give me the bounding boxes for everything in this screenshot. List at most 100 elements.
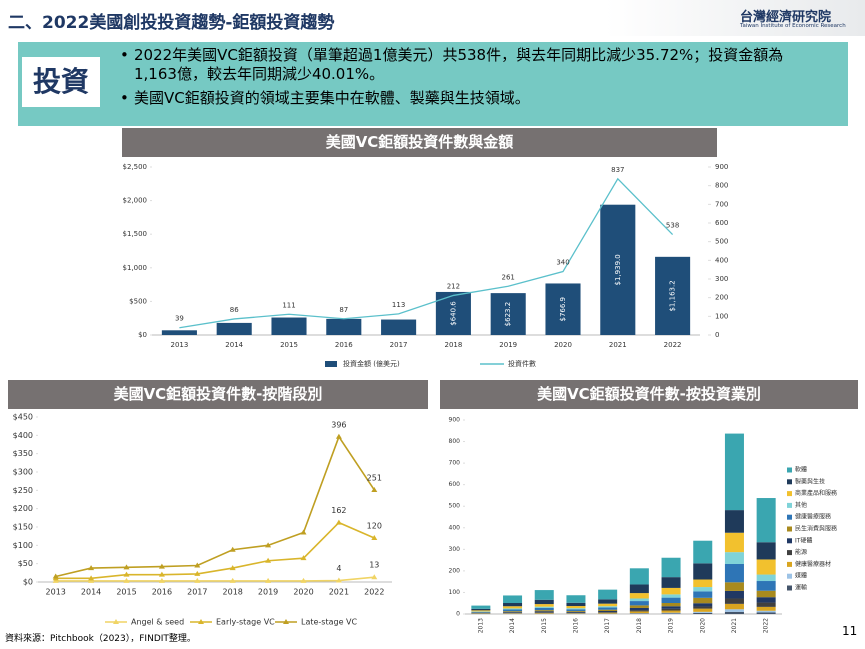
- bar-segment: [693, 587, 713, 592]
- x-tick-label: 2015: [280, 341, 298, 349]
- y-tick-label: $350: [13, 449, 33, 458]
- legend-label: 健康醫療器材: [795, 560, 831, 568]
- bar-segment: [629, 611, 649, 614]
- bar: [600, 204, 636, 335]
- bar-segment: [756, 542, 776, 560]
- bar-segment: [756, 606, 776, 611]
- bar-segment: [693, 597, 713, 604]
- legend-label: 投資金額 (億美元): [343, 359, 400, 368]
- bar-segment: [693, 591, 713, 598]
- bar-segment: [598, 612, 618, 614]
- bar-segment: [471, 608, 491, 611]
- x-tick-label: 2017: [390, 341, 408, 349]
- x-tick-label: 2013: [170, 341, 188, 349]
- y-tick-label: 100: [449, 589, 461, 596]
- bar-segment: [629, 610, 649, 612]
- bar-segment: [756, 612, 776, 614]
- y-tick-label: $150: [13, 523, 33, 532]
- bar-segment: [724, 590, 744, 599]
- bar-segment: [693, 579, 713, 588]
- bar-segment: [756, 581, 776, 591]
- bar-segment: [534, 611, 554, 613]
- legend-label: 軟體: [795, 466, 807, 474]
- series-line: [55, 521, 375, 580]
- y2-tick-label: 800: [715, 182, 728, 190]
- legend-label: 運輸: [795, 584, 807, 592]
- y-tick-label: 300: [449, 546, 461, 553]
- point-marker: [371, 574, 378, 580]
- bar-segment: [598, 610, 618, 613]
- bar-segment: [471, 605, 491, 609]
- x-tick-label: 2021: [329, 588, 349, 597]
- y-tick-label: 500: [449, 503, 461, 510]
- legend-swatch: [787, 479, 792, 485]
- bar-segment: [693, 540, 713, 564]
- y-tick-label: 200: [449, 567, 461, 574]
- legend-marker: [113, 619, 119, 624]
- line-value-label: 86: [230, 306, 239, 314]
- legend-swatch: [787, 585, 792, 591]
- point-marker: [335, 433, 342, 439]
- bar-segment: [598, 599, 618, 604]
- x-tick-label: 2015: [116, 588, 136, 597]
- y-tick-label: $1,000: [123, 264, 148, 272]
- y-tick-label: 0: [456, 611, 460, 618]
- bar-segment: [693, 603, 713, 607]
- bar-segment: [503, 603, 523, 607]
- bar-segment: [661, 597, 681, 604]
- bar-segment: [756, 590, 776, 598]
- x-tick-label: 2017: [187, 588, 207, 597]
- x-tick-label: 2018: [636, 618, 643, 633]
- bar-segment: [629, 593, 649, 599]
- bar-value-label: $623.2: [504, 302, 512, 327]
- x-tick-label: 2019: [499, 341, 517, 349]
- legend-marker: [283, 619, 289, 624]
- bar-segment: [598, 612, 618, 613]
- point-marker: [265, 542, 272, 548]
- bar: [326, 318, 362, 335]
- point-marker: [88, 577, 95, 583]
- chart-title: 美國VC鉅額投資件數-按階段別: [8, 380, 428, 409]
- bar-segment: [534, 612, 554, 614]
- y-tick-label: $0: [138, 331, 147, 339]
- legend-label: 製藥與生技: [795, 477, 825, 485]
- legend-label: 其他: [795, 501, 807, 509]
- y2-tick-label: 0: [715, 331, 719, 339]
- source-note: 資料來源：Pitchbook（2023），FINDIT整理。: [5, 634, 196, 644]
- bar-segment: [724, 598, 744, 604]
- line-value-label: 39: [175, 315, 184, 323]
- line-value-label: 837: [611, 166, 624, 174]
- x-tick-label: 2016: [335, 341, 353, 349]
- x-tick-label: 2019: [258, 588, 278, 597]
- y-tick-label: 900: [449, 417, 461, 424]
- summary-bullets: 2022年美國VC鉅額投資（單筆超過1億美元）共538件，與去年同期比減少35.…: [120, 46, 800, 113]
- bar-segment: [598, 606, 618, 608]
- y-tick-label: $400: [13, 431, 33, 440]
- point-marker: [194, 562, 201, 568]
- x-tick-label: 2015: [541, 618, 548, 633]
- bar-segment: [534, 590, 554, 600]
- x-tick-label: 2018: [223, 588, 243, 597]
- bar-value-label: $640.6: [449, 301, 457, 326]
- bar-segment: [471, 610, 491, 612]
- point-marker: [300, 555, 307, 561]
- point-value-label: 396: [331, 420, 346, 429]
- bar-segment: [534, 610, 554, 612]
- y-tick-label: $200: [13, 504, 33, 513]
- bar: [381, 319, 417, 335]
- bar-segment: [724, 603, 744, 610]
- x-tick-label: 2013: [477, 618, 484, 633]
- bar-segment: [503, 606, 523, 609]
- logo-subtitle: Taiwan Institute of Economic Research: [740, 23, 846, 29]
- y-tick-label: $450: [13, 413, 33, 422]
- bar-segment: [566, 611, 586, 613]
- bar-segment: [661, 606, 681, 609]
- legend-label: 媒體: [795, 572, 807, 580]
- legend-swatch: [787, 550, 792, 556]
- y-tick-label: $2,500: [123, 163, 148, 171]
- bar-segment: [693, 606, 713, 609]
- legend-swatch: [325, 361, 337, 367]
- y-tick-label: $2,000: [123, 197, 148, 205]
- bar-segment: [693, 612, 713, 614]
